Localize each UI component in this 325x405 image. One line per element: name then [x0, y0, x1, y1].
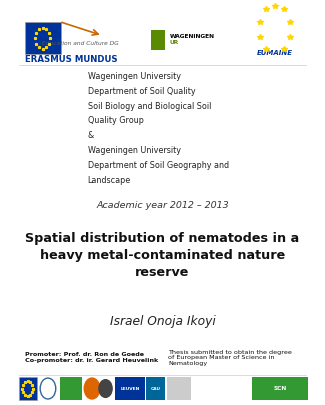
Text: Israel Onoja Ikoyi: Israel Onoja Ikoyi [110, 315, 215, 328]
Text: LEUVEN: LEUVEN [121, 386, 140, 390]
Text: WAGENINGEN: WAGENINGEN [170, 34, 215, 39]
FancyBboxPatch shape [60, 377, 83, 400]
Text: Thesis submitted to obtain the degree: Thesis submitted to obtain the degree [168, 350, 292, 355]
Text: Promoter: Prof. dr. Ron de Goede: Promoter: Prof. dr. Ron de Goede [25, 352, 144, 357]
Text: SCN: SCN [273, 386, 287, 391]
Text: Soil Biology and Biological Soil: Soil Biology and Biological Soil [87, 102, 211, 111]
Text: Department of Soil Quality: Department of Soil Quality [87, 87, 195, 96]
Text: Spatial distribution of nematodes in a
heavy metal-contaminated nature
reserve: Spatial distribution of nematodes in a h… [25, 232, 300, 279]
Text: Co-promoter: dr. ir. Gerard Heuvelink: Co-promoter: dr. ir. Gerard Heuvelink [25, 358, 158, 363]
FancyBboxPatch shape [150, 30, 165, 50]
Text: &: & [87, 131, 94, 140]
Text: Quality Group: Quality Group [87, 116, 143, 126]
Text: UR: UR [170, 40, 179, 45]
FancyBboxPatch shape [253, 377, 308, 400]
FancyBboxPatch shape [25, 22, 60, 55]
FancyBboxPatch shape [19, 377, 37, 400]
Text: Department of Soil Geography and: Department of Soil Geography and [87, 161, 229, 170]
Text: CAU: CAU [151, 386, 161, 390]
FancyBboxPatch shape [167, 377, 191, 400]
Text: Wageningen University: Wageningen University [87, 72, 181, 81]
Circle shape [99, 379, 112, 397]
Text: Nematology: Nematology [168, 361, 208, 366]
Text: ERASMUS MUNDUS: ERASMUS MUNDUS [25, 55, 117, 64]
FancyBboxPatch shape [146, 377, 165, 400]
FancyBboxPatch shape [115, 377, 145, 400]
Text: of European Master of Science in: of European Master of Science in [168, 355, 275, 360]
Text: Landscape: Landscape [87, 176, 131, 185]
Text: Academic year 2012 – 2013: Academic year 2012 – 2013 [96, 201, 229, 210]
Text: Education and Culture DG: Education and Culture DG [42, 41, 118, 46]
Text: Wageningen University: Wageningen University [87, 146, 181, 155]
Circle shape [84, 378, 100, 399]
Text: EUMAINE: EUMAINE [257, 50, 293, 56]
